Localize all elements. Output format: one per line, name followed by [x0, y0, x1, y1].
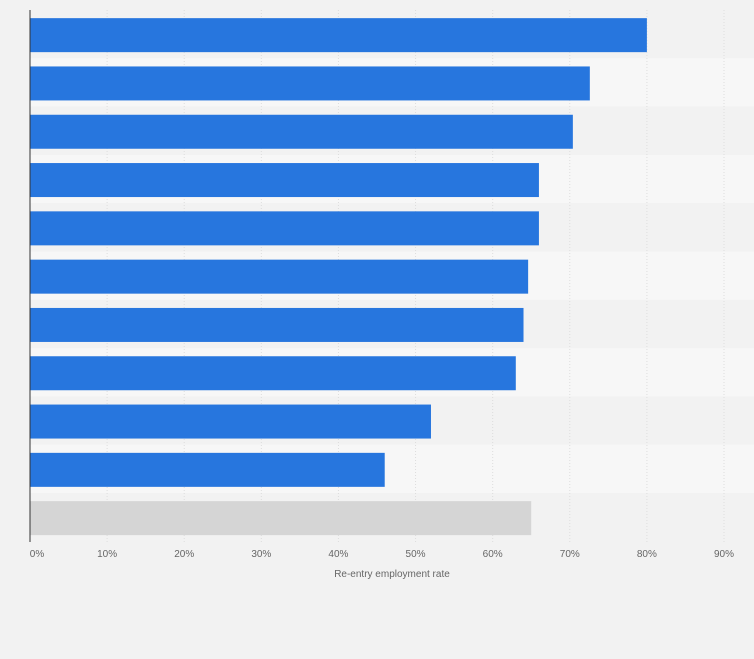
bar: [30, 356, 516, 391]
bar: [30, 259, 529, 294]
x-tick-label: 30%: [251, 549, 271, 560]
bar: [30, 163, 539, 198]
bar: [30, 501, 532, 536]
bar: [30, 114, 573, 149]
x-tick-label: 80%: [637, 549, 657, 560]
bar: [30, 404, 431, 439]
x-tick-label: 50%: [406, 549, 426, 560]
x-tick-label: 90%: [714, 549, 734, 560]
bar: [30, 18, 647, 53]
bar: [30, 66, 590, 101]
x-axis-ticks: 0% 10% 20% 30% 40% 50% 60% 70% 80% 90%: [30, 549, 734, 560]
x-tick-label: 60%: [483, 549, 503, 560]
x-tick-label: 10%: [97, 549, 117, 560]
bars: [30, 18, 647, 536]
x-tick-label: 0%: [30, 549, 45, 560]
bar: [30, 452, 385, 487]
x-tick-label: 20%: [174, 549, 194, 560]
bar: [30, 307, 524, 342]
x-tick-label: 70%: [560, 549, 580, 560]
x-axis-title: Re-entry employment rate: [334, 569, 450, 580]
bar: [30, 211, 539, 246]
x-tick-label: 40%: [328, 549, 348, 560]
